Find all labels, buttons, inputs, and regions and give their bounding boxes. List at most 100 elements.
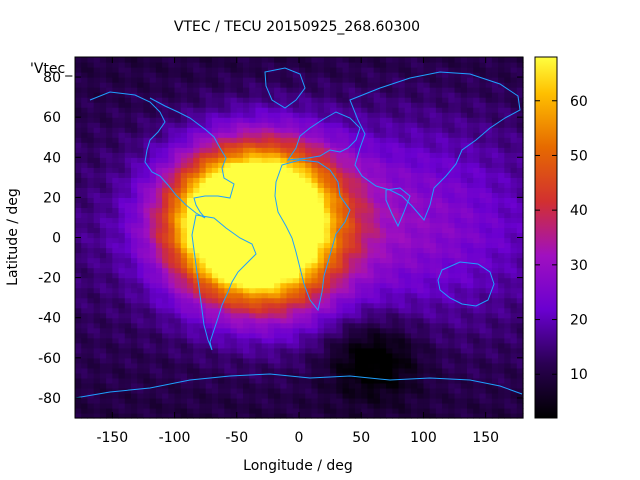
heatmap-cell xyxy=(379,97,387,103)
heatmap-cell xyxy=(367,162,375,168)
heatmap-cell xyxy=(361,167,369,173)
heatmap-cell xyxy=(305,57,313,63)
heatmap-cell xyxy=(379,202,387,209)
heatmap-cell xyxy=(261,292,269,299)
heatmap-cell xyxy=(429,147,437,153)
heatmap-cell xyxy=(224,147,232,153)
heatmap-cell xyxy=(286,77,294,83)
heatmap-cell xyxy=(93,237,101,244)
heatmap-cell xyxy=(124,72,132,78)
heatmap-cell xyxy=(143,242,151,249)
heatmap-cell xyxy=(417,87,425,93)
heatmap-cell xyxy=(205,187,213,193)
heatmap-cell xyxy=(479,57,487,63)
heatmap-cell xyxy=(199,272,207,279)
heatmap-cell xyxy=(75,172,82,178)
heatmap-cell xyxy=(398,102,406,108)
heatmap-cell xyxy=(255,237,263,244)
heatmap-cell xyxy=(211,242,219,249)
heatmap-cell xyxy=(224,157,232,163)
heatmap-cell xyxy=(149,162,157,168)
heatmap-cell xyxy=(81,97,89,103)
heatmap-cell xyxy=(274,267,281,274)
heatmap-cell xyxy=(411,77,418,83)
heatmap-cell xyxy=(224,107,232,113)
heatmap-cell xyxy=(355,62,362,68)
heatmap-cell xyxy=(224,237,232,244)
heatmap-cell xyxy=(243,407,250,414)
heatmap-cell xyxy=(367,217,375,224)
heatmap-cell xyxy=(435,112,443,118)
heatmap-cell xyxy=(361,292,369,299)
heatmap-cell xyxy=(106,147,113,153)
heatmap-cell xyxy=(330,102,337,108)
heatmap-cell xyxy=(323,77,331,83)
heatmap-cell xyxy=(274,272,281,279)
heatmap-cell xyxy=(392,342,400,349)
heatmap-cell xyxy=(193,222,201,229)
heatmap-cell xyxy=(348,92,356,98)
heatmap-cell xyxy=(261,327,269,334)
heatmap-cell xyxy=(491,132,499,138)
heatmap-cell xyxy=(398,382,406,389)
heatmap-cell xyxy=(211,222,219,229)
heatmap-cell xyxy=(448,157,456,163)
heatmap-cell xyxy=(236,122,244,128)
heatmap-cell xyxy=(473,72,481,78)
heatmap-cell xyxy=(479,282,487,289)
heatmap-cell xyxy=(224,167,232,173)
heatmap-cell xyxy=(155,157,163,163)
heatmap-cell xyxy=(448,362,456,369)
heatmap-cell xyxy=(323,177,331,183)
heatmap-cell xyxy=(99,112,107,118)
heatmap-cell xyxy=(193,92,201,98)
heatmap-cell xyxy=(292,412,300,419)
heatmap-cell xyxy=(243,57,250,63)
heatmap-cell xyxy=(479,142,487,148)
heatmap-cell xyxy=(454,117,462,123)
heatmap-cell xyxy=(367,107,375,113)
heatmap-cell xyxy=(454,307,462,314)
heatmap-cell xyxy=(249,252,257,259)
heatmap-cell xyxy=(392,412,400,419)
heatmap-cell xyxy=(323,107,331,113)
heatmap-cell xyxy=(355,327,362,334)
heatmap-cell xyxy=(81,232,89,239)
heatmap-cell xyxy=(118,277,126,284)
heatmap-cell xyxy=(305,287,313,294)
heatmap-cell xyxy=(155,352,163,359)
heatmap-cell xyxy=(398,62,406,68)
heatmap-cell xyxy=(180,57,188,63)
heatmap-cell xyxy=(267,117,275,123)
heatmap-cell xyxy=(361,82,369,88)
heatmap-cell xyxy=(485,82,493,88)
heatmap-cell xyxy=(211,267,219,274)
heatmap-cell xyxy=(485,112,493,118)
heatmap-cell xyxy=(274,247,281,254)
heatmap-cell xyxy=(485,407,493,414)
heatmap-cell xyxy=(143,387,151,394)
heatmap-cell xyxy=(230,137,238,143)
heatmap-cell xyxy=(411,127,418,133)
heatmap-cell xyxy=(93,327,101,334)
heatmap-cell xyxy=(423,392,431,399)
heatmap-cell xyxy=(299,172,306,178)
heatmap-cell xyxy=(180,102,188,108)
heatmap-cell xyxy=(249,157,257,163)
heatmap-cell xyxy=(112,407,120,414)
heatmap-cell xyxy=(143,327,151,334)
heatmap-cell xyxy=(473,87,481,93)
heatmap-cell xyxy=(131,57,138,63)
heatmap-cell xyxy=(373,112,381,118)
heatmap-cell xyxy=(330,67,337,73)
heatmap-cell xyxy=(379,382,387,389)
heatmap-cell xyxy=(460,217,468,224)
heatmap-cell xyxy=(274,297,281,304)
heatmap-cell xyxy=(473,172,481,178)
heatmap-cell xyxy=(423,352,431,359)
heatmap-cell xyxy=(435,97,443,103)
heatmap-cell xyxy=(218,57,225,63)
heatmap-cell xyxy=(137,307,145,314)
heatmap-cell xyxy=(174,62,182,68)
heatmap-cell xyxy=(442,182,449,188)
